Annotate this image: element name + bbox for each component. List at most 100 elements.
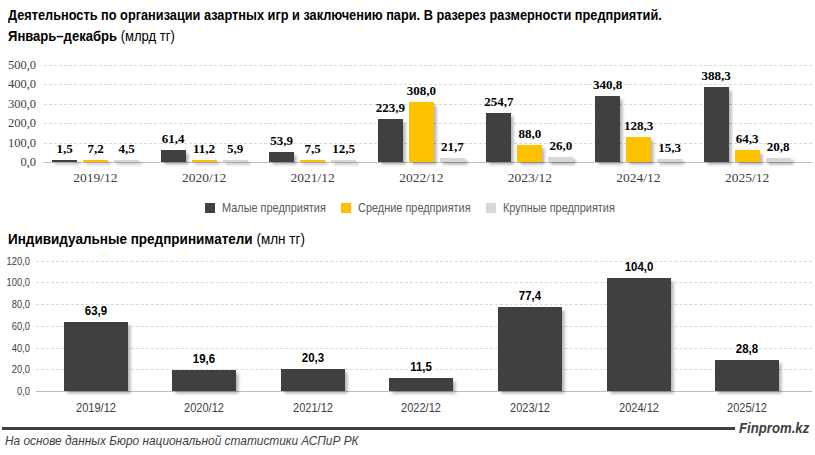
bar-value-label: 340,8 [593, 78, 622, 91]
x-axis-label: 2024/12 [616, 171, 660, 184]
gridline [44, 65, 812, 66]
bar [766, 158, 791, 162]
y-axis-label: 100,0 [5, 276, 31, 288]
bar-value-label: 15,3 [658, 141, 681, 154]
bar-value-label: 53,9 [270, 134, 293, 147]
legend-item-medium-enterprises: Средние предприятия [341, 200, 492, 215]
bar-value-label: 20,3 [302, 351, 324, 364]
bar [735, 150, 760, 162]
y-axis-label: 500,0 [0, 58, 36, 72]
bar [704, 87, 729, 162]
legend-swatch-medium-enterprises [341, 203, 351, 213]
bar [300, 160, 325, 162]
bar-value-label: 21,7 [441, 140, 464, 153]
bar-value-label: 26,0 [550, 139, 573, 152]
bar [52, 160, 77, 162]
bar-value-label: 128,3 [624, 119, 653, 132]
bar [498, 307, 562, 391]
bar [595, 96, 620, 162]
legend-item-small-enterprises: Малые предприятия [205, 200, 346, 215]
x-axis-label: 2019/12 [73, 171, 117, 184]
bar [281, 369, 345, 391]
page: Деятельность по организации азартных игр… [0, 0, 815, 455]
bar [607, 278, 671, 391]
chart1-subtitle: Январь–декабрь (млрд тг) [8, 27, 175, 44]
gridline [36, 304, 812, 305]
x-axis-label: 2022/12 [399, 171, 443, 184]
bar [548, 157, 573, 162]
bar-value-label: 308,0 [407, 84, 436, 97]
bar-value-label: 19,6 [193, 352, 215, 365]
gridline [36, 348, 812, 349]
bar-value-label: 61,4 [162, 132, 185, 145]
bar-value-label: 11,5 [410, 360, 432, 373]
bar [409, 102, 434, 162]
bar-value-label: 254,7 [484, 95, 513, 108]
bar-value-label: 11,2 [193, 142, 215, 155]
bar-value-label: 64,3 [736, 132, 759, 145]
chart2-title: Индивидуальные предприниматели (млн тг) [8, 230, 305, 247]
x-axis-label: 2024/12 [619, 401, 659, 414]
y-axis-label: 20,0 [5, 363, 31, 375]
legend-label-small-enterprises: Малые предприятия [222, 200, 326, 215]
bar [378, 119, 403, 162]
y-axis-label: 100,0 [0, 136, 36, 150]
bar [626, 137, 651, 162]
bar-value-label: 28,8 [736, 342, 758, 355]
x-axis-label: 2020/12 [182, 171, 226, 184]
x-axis-label: 2025/12 [725, 171, 769, 184]
bar-value-label: 4,5 [118, 142, 134, 155]
chart1-subtitle-unit: (млрд тг) [117, 27, 175, 44]
bar-value-label: 388,3 [701, 69, 730, 82]
bar-value-label: 104,0 [624, 260, 653, 273]
bar [192, 160, 217, 162]
bar [172, 370, 236, 391]
chart2-title-main: Индивидуальные предприниматели [8, 230, 253, 247]
legend-label-large-enterprises: Крупные предприятия [503, 200, 615, 215]
brand-logo: Finprom.kz [739, 419, 809, 437]
bar-value-label: 20,8 [767, 140, 790, 153]
y-axis-label: 120,0 [5, 255, 31, 267]
footer-divider [2, 427, 735, 430]
x-axis-label: 2020/12 [184, 401, 224, 414]
bar [83, 160, 108, 162]
y-axis-label: 40,0 [5, 342, 31, 354]
gridline [36, 261, 812, 262]
legend-item-large-enterprises: Крупные предприятия [486, 200, 636, 215]
bar [331, 160, 356, 162]
y-axis-label: 200,0 [0, 116, 36, 130]
x-axis-label: 2023/12 [510, 401, 550, 414]
bar [269, 152, 294, 162]
y-axis-label: 80,0 [5, 298, 31, 310]
bar-value-label: 63,9 [84, 304, 106, 317]
bar-value-label: 7,5 [305, 142, 321, 155]
gridline [36, 282, 812, 283]
bar [657, 159, 682, 162]
bar-value-label: 12,5 [332, 142, 355, 155]
x-axis-label: 2021/12 [291, 171, 335, 184]
bar-value-label: 7,2 [87, 142, 103, 155]
gridline [36, 326, 812, 327]
bar [517, 145, 542, 162]
bar-value-label: 1,5 [56, 142, 72, 155]
x-axis-line [36, 391, 812, 392]
bar [389, 378, 453, 391]
bar [64, 322, 128, 391]
bar-value-label: 5,9 [227, 142, 243, 155]
bar-value-label: 88,0 [519, 127, 542, 140]
x-axis-label: 2022/12 [401, 401, 441, 414]
legend-swatch-large-enterprises [486, 203, 496, 213]
y-axis-label: 300,0 [0, 97, 36, 111]
chart2-title-unit: (млн тг) [253, 230, 305, 247]
y-axis-label: 400,0 [0, 77, 36, 91]
y-axis-label: 60,0 [5, 320, 31, 332]
x-axis-label: 2021/12 [293, 401, 333, 414]
x-axis-label: 2019/12 [76, 401, 116, 414]
chart1-subtitle-period: Январь–декабрь [8, 27, 117, 44]
bar [486, 113, 511, 162]
x-axis-label: 2025/12 [727, 401, 767, 414]
page-title: Деятельность по организации азартных игр… [8, 6, 662, 23]
legend-swatch-small-enterprises [205, 203, 215, 213]
bar [161, 150, 186, 162]
bar-value-label: 77,4 [519, 289, 541, 302]
